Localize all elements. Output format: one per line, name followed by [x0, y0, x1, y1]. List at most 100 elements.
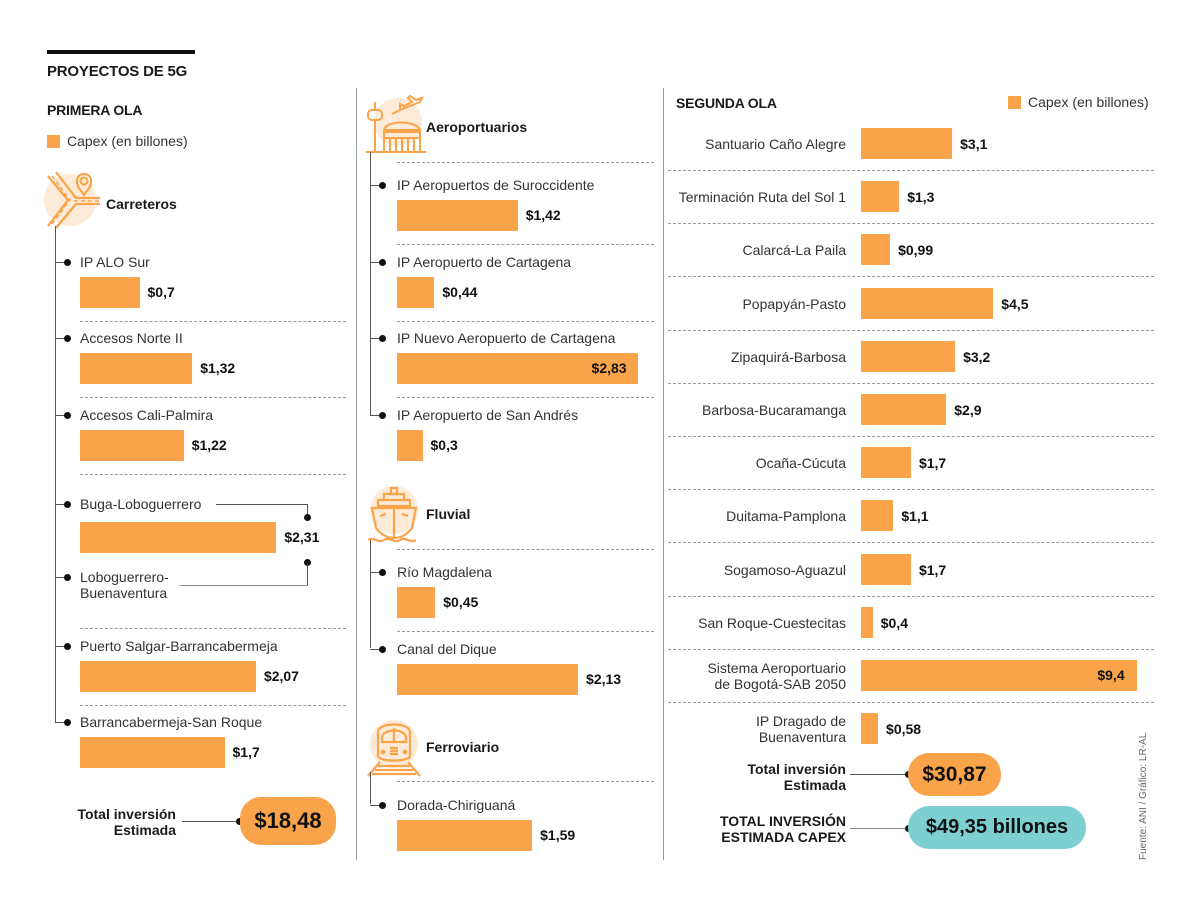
bracket-line — [180, 585, 308, 586]
bar — [861, 713, 879, 745]
tree-line-ferroviario — [370, 772, 371, 804]
item-label: Puerto Salgar-Barrancabermeja — [80, 638, 278, 654]
item-label: IP Dragado de Buenaventura — [756, 713, 846, 745]
airport-icon — [364, 94, 426, 153]
item-label: IP Aeropuertos de Suroccidente — [397, 177, 595, 193]
bar — [861, 553, 911, 585]
bar — [397, 820, 533, 851]
value-label: $1,32 — [200, 360, 236, 376]
item-label: IP Aeropuerto de Cartagena — [397, 254, 572, 270]
item-dot — [379, 182, 386, 189]
bar — [397, 430, 423, 461]
bar — [80, 661, 256, 692]
divider — [397, 244, 654, 245]
divider — [668, 436, 1154, 437]
tree-connector — [55, 504, 65, 505]
bar — [861, 394, 947, 425]
item-label: Canal del Dique — [397, 641, 497, 657]
item-dot — [64, 643, 71, 650]
item-label: Buenaventura — [80, 585, 168, 601]
tree-connector — [55, 338, 65, 339]
total-label-line-2: Estimada — [783, 777, 846, 793]
divider — [80, 628, 346, 629]
bar — [80, 277, 140, 308]
value-label: $0,44 — [442, 284, 478, 300]
item-label: Barrancabermeja-San Roque — [80, 714, 263, 730]
tree-connector — [55, 646, 65, 647]
bracket-dot — [304, 559, 311, 566]
legend-segunda-ola: Capex (en billones) — [1008, 94, 1149, 110]
bar — [861, 181, 900, 213]
bar — [861, 287, 994, 319]
divider — [668, 542, 1154, 544]
total-label-line-1: Total inversión — [77, 806, 176, 822]
total-label-primera-ola: Total inversión Estimada — [60, 806, 176, 838]
grand-total-connector — [850, 828, 908, 829]
item-label: Sogamoso-Aguazul — [723, 561, 846, 578]
item-label: Buga-Loboguerrero — [80, 496, 202, 512]
legend-swatch — [1008, 95, 1021, 109]
item-label: Accesos Cali-Palmira — [80, 407, 214, 423]
item-label: IP Aeropuerto de San Andrés — [397, 407, 579, 423]
road-pin-icon — [42, 170, 100, 229]
divider — [668, 382, 1154, 384]
grand-total-label: TOTAL INVERSIÓN ESTIMADA CAPEX — [700, 813, 846, 845]
item-label: Accesos Norte II — [80, 330, 183, 346]
source-credit: Fuente: ANI / Gráfico: LR-AL — [1138, 732, 1149, 860]
legend-primera-ola: Capex (en billones) — [47, 133, 188, 149]
bracket-line — [307, 564, 308, 586]
legend-swatch — [47, 134, 60, 148]
divider — [668, 489, 1154, 491]
item-label: Zipaquirá-Barbosa — [730, 348, 846, 365]
total-value-segunda-ola: $30,87 — [908, 753, 1001, 796]
divider — [668, 223, 1154, 225]
bar — [861, 234, 891, 266]
divider — [397, 631, 654, 632]
item-dot — [379, 259, 386, 266]
value-label: $2,07 — [263, 668, 299, 684]
divider — [668, 702, 1154, 703]
item-dot — [64, 719, 71, 726]
bar — [397, 587, 436, 618]
total-label-line-2: Estimada — [113, 822, 176, 838]
grand-total-label-line-2: ESTIMADA CAPEX — [721, 829, 846, 845]
tree-connector — [55, 262, 65, 263]
value-label: $0,45 — [443, 594, 479, 610]
value-label: $3,1 — [960, 136, 988, 152]
title-rule — [47, 50, 195, 54]
item-dot — [379, 802, 386, 809]
section-title-carreteros: Carreteros — [106, 196, 177, 212]
item-dot — [64, 412, 71, 419]
tree-line-carreteros — [55, 226, 56, 722]
bar — [397, 353, 638, 384]
item-dot — [64, 259, 71, 266]
tree-line-fluvial — [370, 540, 371, 648]
value-label: $3,2 — [963, 348, 991, 365]
bar — [861, 660, 1138, 691]
item-label: Duitama-Pamplona — [726, 508, 846, 525]
value-label: $0,3 — [430, 437, 458, 453]
value-label: $1,7 — [918, 455, 947, 472]
item-dot — [64, 574, 71, 581]
value-label: $1,7 — [918, 561, 947, 578]
item-label: Dorada-Chiriguaná — [397, 797, 516, 813]
page-title: PROYECTOS DE 5G — [47, 63, 188, 80]
item-label: Río Magdalena — [397, 564, 492, 580]
total-value-primera-ola: $18,48 — [240, 797, 336, 845]
tree-connector — [370, 262, 380, 263]
item-dot — [64, 501, 71, 508]
divider — [397, 397, 654, 398]
total-connector — [182, 821, 240, 822]
bar — [397, 277, 435, 308]
tree-connector — [370, 185, 380, 186]
divider — [80, 397, 346, 398]
value-label: $2,83 — [591, 360, 627, 376]
item-dot — [64, 335, 71, 342]
value-label: $2,13 — [586, 671, 622, 687]
divider — [668, 170, 1154, 171]
tree-line-aeroportuarios — [370, 152, 371, 415]
bar — [861, 447, 911, 479]
tree-connector — [370, 805, 380, 806]
tree-connector — [55, 577, 65, 578]
grand-total-label-line-1: TOTAL INVERSIÓN — [719, 813, 846, 829]
